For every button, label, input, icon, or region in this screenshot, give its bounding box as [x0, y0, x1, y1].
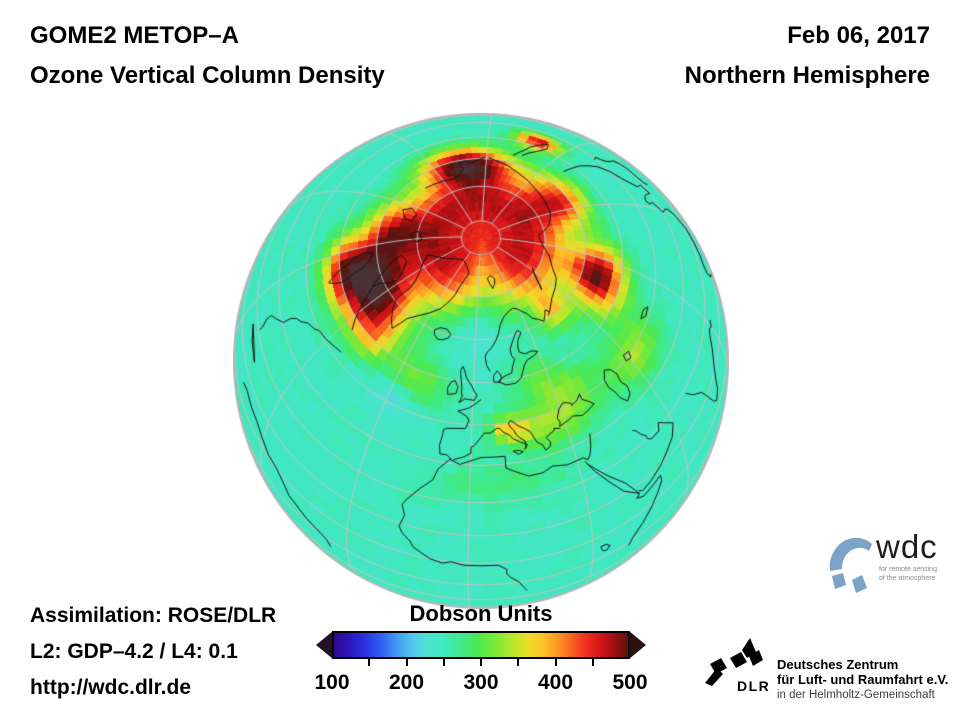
colorbar-minor-tick [480, 659, 482, 666]
colorbar-tick-300: 300 [463, 671, 499, 694]
wdc-logo: wdc for remote sensing of the atmosphere [828, 528, 948, 598]
colorbar-minor-tick [405, 659, 408, 666]
colorbar: 100 200 300 400 500 [314, 631, 648, 701]
hemisphere-label: Northern Hemisphere [684, 62, 930, 89]
colorbar-minor-tick [517, 659, 520, 666]
version-label: L2: GDP–4.2 / L4: 0.1 [30, 640, 238, 663]
colorbar-tick-100: 100 [314, 671, 350, 694]
colorbar-right-arrow-icon [629, 631, 646, 659]
colorbar-minor-tick [368, 659, 371, 666]
wdc-arc-icon [829, 537, 872, 593]
colorbar-minor-tick [554, 659, 557, 666]
dlr-logo-text: DLR [737, 678, 771, 694]
ozone-map-canvas [233, 113, 729, 609]
wdc-logo-text: wdc [876, 528, 938, 565]
product-title: Ozone Vertical Column Density [30, 62, 385, 89]
colorbar-minor-tick [442, 659, 445, 666]
dlr-name-line1: Deutsches Zentrum [777, 657, 899, 672]
wdc-tagline-2: of the atmosphere [879, 575, 936, 582]
dlr-star-icon [705, 638, 763, 686]
url-label: http://wdc.dlr.de [30, 676, 191, 699]
globe-map [233, 113, 729, 609]
colorbar-title: Dobson Units [409, 601, 553, 626]
colorbar-tick-500: 500 [612, 671, 648, 694]
assimilation-label: Assimilation: ROSE/DLR [30, 604, 277, 627]
colorbar-minor-tick [591, 659, 594, 666]
date-label: Feb 06, 2017 [787, 22, 930, 49]
dlr-name-line3: in der Helmholtz-Gemeinschaft [777, 689, 935, 701]
dlr-name-line2: für Luft- und Raumfahrt e.V. [777, 672, 949, 687]
colorbar-gradient [332, 631, 630, 659]
colorbar-tick-400: 400 [537, 671, 574, 694]
wdc-tagline-1: for remote sensing [879, 566, 937, 573]
colorbar-left-arrow-icon [316, 631, 333, 659]
colorbar-tick-200: 200 [388, 671, 425, 694]
instrument-title: GOME2 METOP–A [30, 22, 239, 49]
dlr-logo: DLR Deutsches Zentrum für Luft- und Raum… [702, 636, 960, 706]
